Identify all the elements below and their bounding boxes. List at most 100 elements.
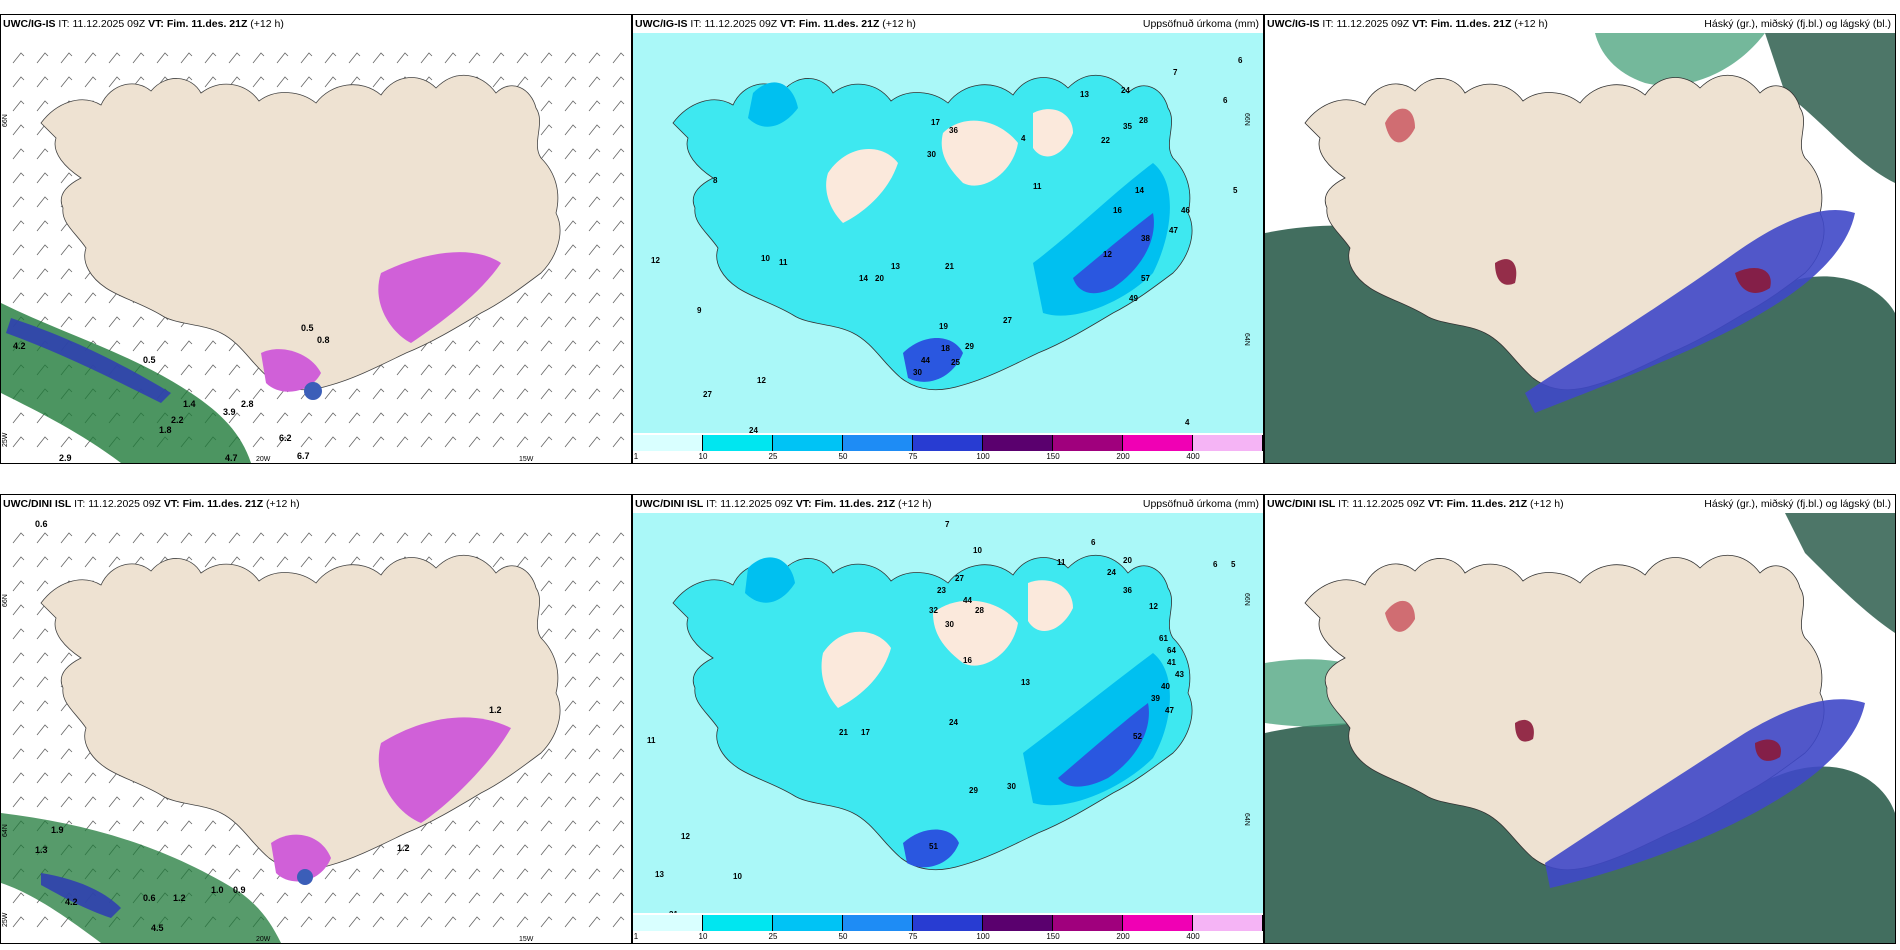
wind-barb <box>516 292 529 304</box>
wind-barb <box>564 436 577 448</box>
wind-barb <box>12 124 25 136</box>
wind-barb <box>612 580 625 592</box>
wind-barb <box>12 244 25 256</box>
wind-barb <box>420 52 433 64</box>
wind-barb <box>204 820 217 832</box>
wind-barb <box>444 388 457 400</box>
wind-barb <box>276 436 289 448</box>
wind-barb <box>204 340 217 352</box>
precip-value: 11 <box>1033 182 1042 191</box>
panel-header: UWC/IG-IS IT: 11.12.2025 09Z VT: Fim. 11… <box>1265 15 1895 33</box>
wind-barb <box>540 436 553 448</box>
wind-barb <box>372 388 385 400</box>
colorbar-tick: 50 <box>838 452 848 461</box>
red-cloud-1 <box>1385 600 1415 632</box>
wind-label: 2.9 <box>59 453 72 463</box>
wind-barb <box>612 844 625 856</box>
panel-wind-bottom: UWC/DINI ISL IT: 11.12.2025 09Z VT: Fim.… <box>0 494 632 944</box>
wind-barb <box>396 532 409 544</box>
mid-cloud-ne <box>1765 33 1895 183</box>
wind-barb <box>324 52 337 64</box>
wind-barb <box>564 412 577 424</box>
wind-barb <box>468 364 481 376</box>
wind-barb <box>372 556 385 568</box>
lead-time: (+12 h) <box>882 18 916 30</box>
model-name: UWC/IG-IS <box>3 18 56 30</box>
vt-label: VT: <box>1427 498 1444 510</box>
wind-barb <box>12 268 25 280</box>
wind-barb <box>444 340 457 352</box>
wind-barb <box>36 724 49 736</box>
wind-barb <box>60 268 73 280</box>
panel-title: Uppsöfnuð úrkoma (mm) <box>1142 498 1259 510</box>
high-value-blob <box>304 382 322 400</box>
lead-time: (+12 h) <box>266 498 300 510</box>
precip-value: 41 <box>1167 658 1176 667</box>
wind-barb <box>36 172 49 184</box>
colorbar-segment <box>703 915 773 931</box>
wind-barb <box>540 604 553 616</box>
wind-barb <box>84 796 97 808</box>
wind-barb <box>492 796 505 808</box>
wind-barb <box>492 916 505 928</box>
wind-barb <box>588 700 601 712</box>
wind-barb <box>516 412 529 424</box>
wind-barb <box>300 556 313 568</box>
wind-barb <box>228 412 241 424</box>
wind-barb <box>612 892 625 904</box>
wind-barb <box>36 148 49 160</box>
wind-barb <box>12 100 25 112</box>
wind-barb <box>372 52 385 64</box>
wind-barb <box>12 772 25 784</box>
lon-label: 20W <box>256 456 271 463</box>
wind-barb <box>612 700 625 712</box>
wind-barb <box>108 532 121 544</box>
red-cloud-2 <box>1735 268 1771 293</box>
lat-label: 66N <box>1243 113 1250 126</box>
lat-label: 64N <box>1243 333 1250 346</box>
it-label: IT: <box>1322 18 1334 30</box>
lat-label: 66N <box>2 594 9 607</box>
dry-interior-2 <box>933 600 1018 666</box>
precip-map: 7 6 10 11 20 36 12 23 27 32 44 28 30 16 … <box>633 513 1263 943</box>
wind-barb <box>324 76 337 88</box>
wind-barb <box>564 388 577 400</box>
wind-barb <box>492 892 505 904</box>
wind-barb <box>540 796 553 808</box>
wind-barb <box>12 724 25 736</box>
wind-barb <box>540 532 553 544</box>
wind-barb <box>612 748 625 760</box>
precip-value: 17 <box>861 728 870 737</box>
wind-barb <box>564 628 577 640</box>
colorbar-tick: 100 <box>976 932 990 941</box>
wind-barb <box>516 916 529 928</box>
purple-zone-se <box>378 717 511 823</box>
wind-barb <box>516 844 529 856</box>
precip-value: 32 <box>929 606 938 615</box>
wind-barb <box>60 244 73 256</box>
model-name: UWC/DINI ISL <box>1267 498 1336 510</box>
wind-barb <box>396 916 409 928</box>
wind-barb <box>252 76 265 88</box>
wind-barb <box>204 76 217 88</box>
precip-value: 13 <box>1021 678 1030 687</box>
wind-barb <box>588 340 601 352</box>
colorbar-tick: 75 <box>908 452 918 461</box>
red-cloud-2 <box>1755 739 1781 761</box>
wind-barb <box>588 388 601 400</box>
wind-label: 4.7 <box>225 453 238 463</box>
wind-barb <box>444 52 457 64</box>
wind-barb <box>84 556 97 568</box>
wind-barb <box>12 220 25 232</box>
precip-map: 6 7 6 24 13 35 28 22 17 30 36 4 11 16 14… <box>633 33 1263 463</box>
mid-cloud-north <box>1595 33 1765 86</box>
wind-barb <box>612 340 625 352</box>
wind-barb <box>12 148 25 160</box>
wind-barb <box>588 772 601 784</box>
wind-barb <box>204 556 217 568</box>
panel-precip-bottom: UWC/DINI ISL IT: 11.12.2025 09Z VT: Fim.… <box>632 494 1264 944</box>
wind-barb <box>60 532 73 544</box>
wind-barb <box>564 676 577 688</box>
wind-barb <box>300 532 313 544</box>
wind-barb <box>12 292 25 304</box>
